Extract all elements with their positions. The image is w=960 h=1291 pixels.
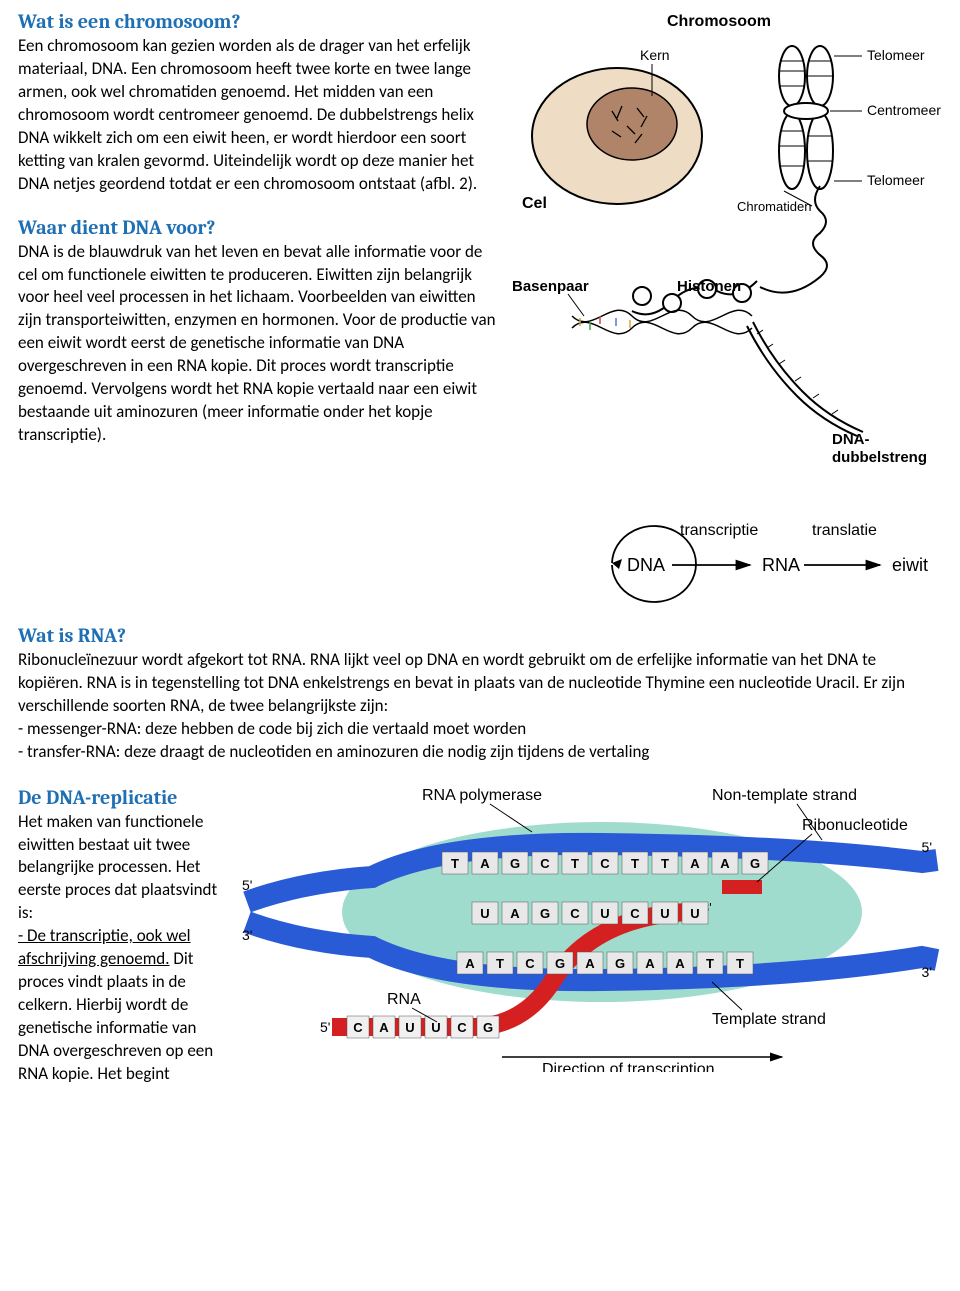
label-basenpaar: Basenpaar bbox=[512, 278, 589, 295]
svg-text:G: G bbox=[540, 906, 550, 921]
figure-chromosome-diagram: Chromosoom Kern Telomeer Centromeer Telo… bbox=[512, 6, 942, 483]
label-5p-tl: 5' bbox=[242, 877, 252, 893]
svg-text:G: G bbox=[483, 1020, 493, 1035]
svg-text:U: U bbox=[405, 1020, 414, 1035]
label-ribonucleotide: Ribonucleotide bbox=[802, 817, 908, 834]
heading-rna: Wat is RNA? bbox=[18, 622, 942, 649]
label-non-template: Non-template strand bbox=[712, 787, 857, 804]
flow-rna: RNA bbox=[762, 555, 800, 575]
svg-text:G: G bbox=[750, 856, 760, 871]
label-kern: Kern bbox=[640, 47, 670, 63]
section-chromosoom: Wat is een chromosoom? Een chromosoom ka… bbox=[18, 8, 498, 196]
svg-text:T: T bbox=[496, 956, 504, 971]
svg-text:C: C bbox=[570, 906, 580, 921]
svg-text:U: U bbox=[660, 906, 669, 921]
label-telomeer-top: Telomeer bbox=[867, 47, 925, 63]
body-dna: DNA is de blauwdruk van het leven en bev… bbox=[18, 241, 498, 447]
heading-dna: Waar dient DNA voor? bbox=[18, 214, 498, 241]
label-rna-strand: RNA bbox=[387, 991, 421, 1008]
svg-text:C: C bbox=[540, 856, 550, 871]
section-dna: Waar dient DNA voor? DNA is de blauwdruk… bbox=[18, 214, 498, 447]
label-3p-br: 3' bbox=[922, 964, 932, 980]
svg-text:A: A bbox=[720, 856, 730, 871]
svg-text:C: C bbox=[525, 956, 535, 971]
label-chromosoom: Chromosoom bbox=[667, 13, 771, 30]
svg-text:G: G bbox=[555, 956, 565, 971]
svg-text:U: U bbox=[480, 906, 489, 921]
svg-text:T: T bbox=[571, 856, 579, 871]
figure-flow-diagram: DNA transcriptie RNA translatie eiwit bbox=[512, 493, 942, 620]
replicatie-pre: Het maken van functionele eiwitten besta… bbox=[18, 811, 217, 924]
svg-text:U: U bbox=[600, 906, 609, 921]
label-dna-dubbel1: DNA- bbox=[832, 431, 870, 448]
section-replicatie: De DNA-replicatie Het maken van function… bbox=[18, 782, 942, 1086]
figure-transcription: 5' 3' 5' 3' 5' 3' TAGCTCTTAAG UAGCUCUU A… bbox=[242, 782, 942, 1079]
label-chromatiden: Chromatiden bbox=[737, 199, 811, 214]
label-3p-bl: 3' bbox=[242, 927, 252, 943]
svg-text:T: T bbox=[736, 956, 744, 971]
label-rna-polymerase: RNA polymerase bbox=[422, 787, 542, 804]
body-replicatie: Het maken van functionele eiwitten besta… bbox=[18, 811, 228, 1086]
svg-text:A: A bbox=[465, 956, 475, 971]
label-histonen: Histonen bbox=[677, 278, 741, 295]
label-telomeer-bot: Telomeer bbox=[867, 172, 925, 188]
svg-text:A: A bbox=[480, 856, 490, 871]
svg-text:G: G bbox=[510, 856, 520, 871]
bullet-trna: - transfer-RNA: deze draagt de nucleotid… bbox=[18, 741, 942, 764]
chromosome-svg: Chromosoom Kern Telomeer Centromeer Telo… bbox=[512, 6, 942, 476]
svg-text:T: T bbox=[631, 856, 639, 871]
svg-text:C: C bbox=[353, 1020, 363, 1035]
label-5p-rna: 5' bbox=[320, 1019, 330, 1035]
flow-transcriptie: transcriptie bbox=[680, 522, 758, 539]
svg-text:A: A bbox=[379, 1020, 389, 1035]
svg-text:C: C bbox=[630, 906, 640, 921]
label-5p-tr: 5' bbox=[922, 839, 932, 855]
svg-text:U: U bbox=[690, 906, 699, 921]
flow-dna: DNA bbox=[627, 555, 665, 575]
body-rna: Ribonucleïnezuur wordt afgekort tot RNA.… bbox=[18, 649, 942, 718]
svg-text:G: G bbox=[615, 956, 625, 971]
label-centromeer: Centromeer bbox=[867, 102, 941, 118]
svg-text:A: A bbox=[585, 956, 595, 971]
heading-replicatie: De DNA-replicatie bbox=[18, 784, 228, 811]
svg-text:A: A bbox=[645, 956, 655, 971]
svg-text:A: A bbox=[675, 956, 685, 971]
label-direction: Direction of transcription bbox=[542, 1061, 715, 1072]
svg-text:T: T bbox=[661, 856, 669, 871]
label-dna-dubbel2: dubbelstreng bbox=[832, 449, 927, 466]
svg-text:A: A bbox=[510, 906, 520, 921]
flow-eiwit: eiwit bbox=[892, 555, 928, 575]
section-rna: Wat is RNA? Ribonucleïnezuur wordt afgek… bbox=[18, 622, 942, 764]
label-template: Template strand bbox=[712, 1011, 826, 1028]
svg-text:U: U bbox=[431, 1020, 440, 1035]
replicatie-underline: - De transcriptie, ook wel afschrijving … bbox=[18, 925, 191, 969]
bullet-mrna: - messenger-RNA: deze hebben de code bij… bbox=[18, 718, 942, 741]
svg-text:C: C bbox=[600, 856, 610, 871]
label-cel: Cel bbox=[522, 195, 547, 212]
body-chromosoom: Een chromosoom kan gezien worden als de … bbox=[18, 35, 498, 196]
flow-svg: DNA transcriptie RNA translatie eiwit bbox=[512, 493, 942, 613]
svg-text:C: C bbox=[457, 1020, 467, 1035]
svg-text:T: T bbox=[706, 956, 714, 971]
svg-text:A: A bbox=[690, 856, 700, 871]
transcription-svg: 5' 3' 5' 3' 5' 3' TAGCTCTTAAG UAGCUCUU A… bbox=[242, 782, 942, 1072]
svg-text:T: T bbox=[451, 856, 459, 871]
flow-translatie: translatie bbox=[812, 522, 877, 539]
heading-chromosoom: Wat is een chromosoom? bbox=[18, 8, 498, 35]
